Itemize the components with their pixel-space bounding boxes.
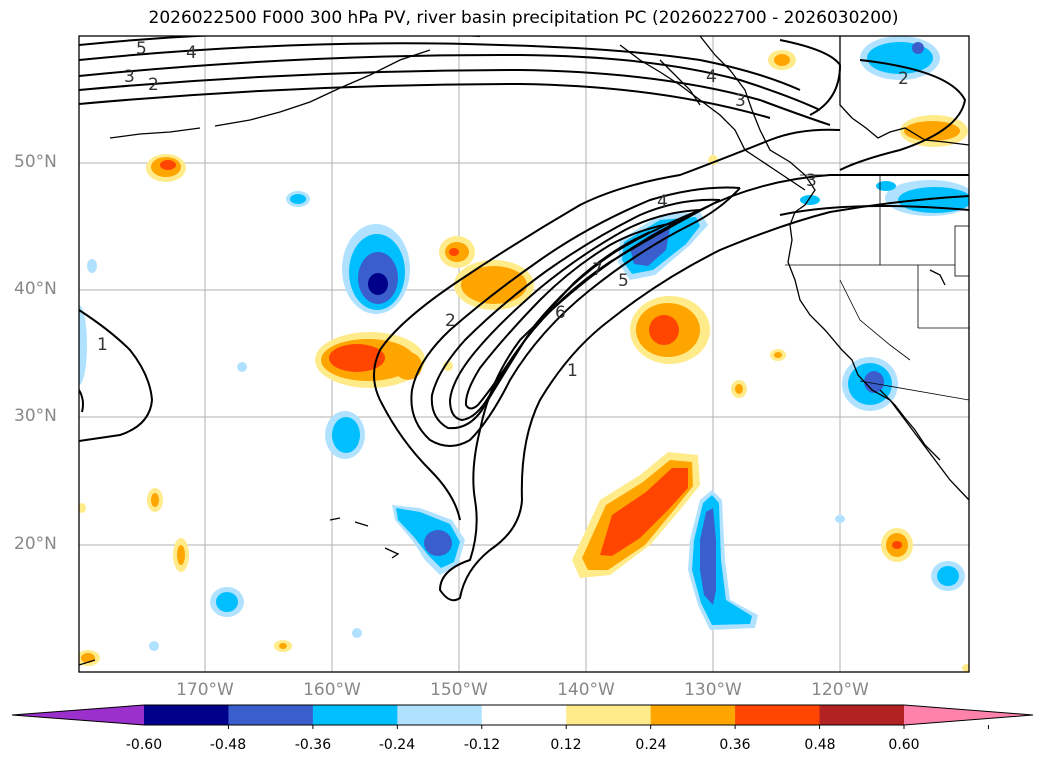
map-frame xyxy=(78,35,970,673)
colorbar-extend-right xyxy=(904,705,1033,725)
lon-label: 120°W xyxy=(811,680,869,700)
colorbar-outline xyxy=(11,704,1034,726)
colorbar-cell xyxy=(312,705,398,725)
positive-anomaly-blob xyxy=(572,452,700,578)
colorbar-extend-left xyxy=(12,705,144,725)
colorbar-cell xyxy=(397,705,483,725)
contour-label: 3 xyxy=(124,67,135,87)
positive-anomaly-blob xyxy=(630,296,710,364)
contour-label: 6 xyxy=(555,303,566,323)
colorbar-tick-label: -0.60 xyxy=(125,737,163,753)
colorbar-tick-label: 0.60 xyxy=(888,737,920,753)
colorbar-tick-label: -0.36 xyxy=(294,737,332,753)
colorbar-tick-label: 0.12 xyxy=(550,737,582,753)
lat-label: 50°N xyxy=(14,152,57,172)
negative-anomaly-blob xyxy=(860,36,940,80)
lon-label: 130°W xyxy=(684,680,742,700)
map-title: 2026022500 F000 300 hPa PV, river basin … xyxy=(148,8,899,28)
lat-label: 30°N xyxy=(14,406,57,426)
colorbar-cell xyxy=(735,705,821,725)
colorbar-cell xyxy=(819,705,905,725)
contour-label: 1 xyxy=(97,335,108,355)
pv-contours xyxy=(79,36,969,602)
contour-label: 2 xyxy=(445,311,456,331)
precip-shading xyxy=(79,36,969,672)
lon-label: 170°W xyxy=(176,680,234,700)
colorbar-cell xyxy=(566,705,652,725)
colorbar-ticks xyxy=(227,725,989,729)
contour-label: 1 xyxy=(567,361,578,381)
lon-label: 150°W xyxy=(430,680,488,700)
negative-anomaly-blob xyxy=(688,490,758,630)
colorbar-tick-label: -0.12 xyxy=(463,737,501,753)
positive-anomaly-blob xyxy=(146,154,186,182)
negative-anomaly-blob xyxy=(325,411,365,459)
negative-anomaly-blob xyxy=(392,505,465,575)
colorbar-cells xyxy=(144,705,905,725)
contour-label: 7 xyxy=(592,260,603,280)
negative-anomaly-blob xyxy=(79,181,965,651)
negative-anomaly-blob xyxy=(842,357,898,411)
colorbar-cell xyxy=(228,705,314,725)
map-area: 5 4 3 2 4 3 3 2 1 2 4 7 5 6 1 xyxy=(79,36,969,672)
contour-label: 3 xyxy=(735,91,746,111)
colorbar-tick-label: -0.48 xyxy=(209,737,247,753)
lat-label: 20°N xyxy=(14,534,57,554)
colorbar-tick-label: -0.24 xyxy=(378,737,416,753)
colorbar-cell xyxy=(481,705,567,725)
contour-label: 4 xyxy=(186,43,197,63)
colorbar-cell xyxy=(650,705,736,725)
positive-anomaly-blob xyxy=(439,236,475,268)
colorbar-cell xyxy=(144,705,229,725)
lon-label: 160°W xyxy=(303,680,361,700)
colorbar xyxy=(11,704,1034,729)
positive-anomaly-blob xyxy=(768,50,796,70)
lon-label: 140°W xyxy=(557,680,615,700)
contour-label: 5 xyxy=(618,271,629,291)
colorbar-tick-label: 0.48 xyxy=(804,737,836,753)
contour-label: 5 xyxy=(136,39,147,59)
lat-label: 40°N xyxy=(14,279,57,299)
contour-label: 2 xyxy=(148,75,159,95)
contour-label: 4 xyxy=(657,192,668,212)
positive-anomaly-blob xyxy=(79,155,969,672)
contour-labels: 5 4 3 2 4 3 3 2 1 2 4 7 5 6 1 xyxy=(97,39,909,381)
positive-anomaly-blob xyxy=(454,260,534,310)
colorbar-tick-label: 0.24 xyxy=(635,737,667,753)
contour-label: 2 xyxy=(898,69,909,89)
positive-anomaly-blob xyxy=(881,528,913,562)
contour-label: 3 xyxy=(806,171,817,191)
coastlines xyxy=(79,36,969,666)
contour-label: 4 xyxy=(706,67,717,87)
colorbar-tick-label: 0.36 xyxy=(719,737,751,753)
positive-anomaly-blob xyxy=(315,332,425,388)
negative-anomaly-blob xyxy=(342,224,410,314)
